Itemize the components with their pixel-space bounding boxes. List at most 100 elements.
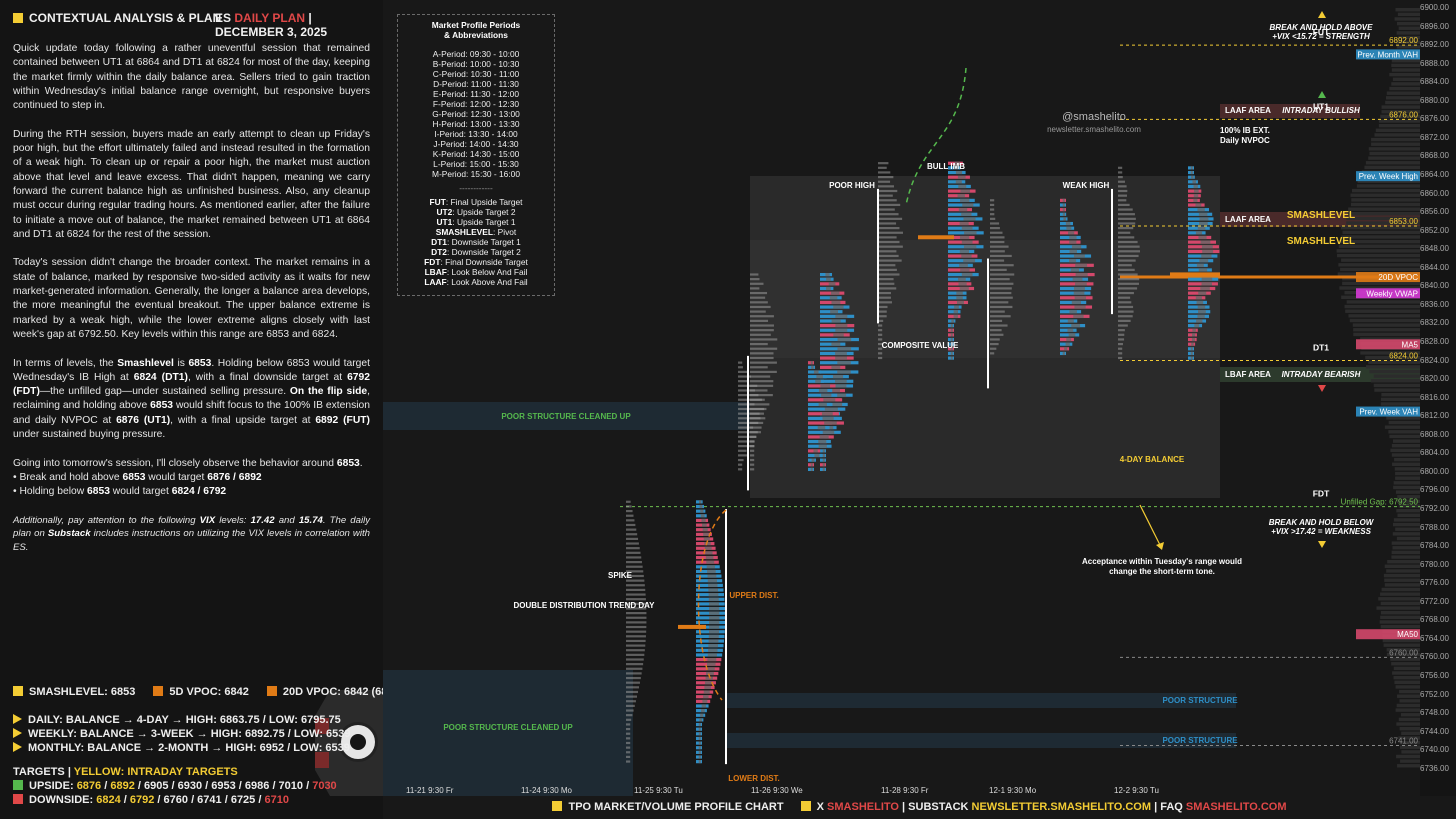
tpo-letters (878, 259, 902, 261)
faq-link[interactable]: SMASHELITO.COM (1186, 801, 1287, 813)
volume-profile-bar (1369, 147, 1420, 150)
tpo-bar-overlap (959, 264, 968, 267)
substack-label: SUBSTACK (908, 801, 968, 813)
tpo-letters (990, 334, 1003, 336)
tpo-bar-overlap (1066, 222, 1071, 225)
volume-profile-bar (1391, 662, 1420, 665)
y-tick-label: 6804.00 (1420, 448, 1456, 457)
arrow-head-icon (1156, 542, 1164, 550)
chart-annotation: POOR STRUCTURE CLEANED UP (501, 412, 631, 421)
level-name: SMASHLEVEL (1287, 210, 1355, 221)
tpo-letters (738, 371, 747, 373)
volume-profile-bar (1347, 300, 1420, 303)
abbrev-item: LAAF: Look Above And Fail (398, 277, 554, 287)
chart-annotation: change the short-term tone. (1109, 567, 1215, 576)
tpo-bar-overlap (951, 356, 953, 359)
tpo-bar-overlap (816, 375, 823, 378)
header: CONTEXTUAL ANALYSIS & PLAN ES DAILY PLAN… (13, 11, 373, 25)
tpo-letters (990, 255, 1012, 257)
tpo-letters (750, 375, 770, 377)
chart-annotation: WEAK HIGH (1063, 181, 1110, 190)
chart-annotation: +VIX >17.42 = WEAKNESS (1271, 527, 1371, 536)
level-label: 6853.00 (1389, 217, 1418, 226)
tpo-letters (738, 399, 762, 401)
tpo-bar-overlap (1063, 213, 1065, 216)
up-triangle-icon (1318, 91, 1326, 98)
tpo-bar-overlap (830, 310, 838, 313)
level-name: DT1 (1313, 343, 1329, 353)
tpo-letters (750, 306, 771, 308)
volume-profile-bar (1392, 68, 1420, 71)
tpo-bar-overlap (1196, 296, 1202, 299)
poc-marker (678, 625, 706, 629)
volume-profile-bar (1337, 249, 1420, 252)
volume-profile-bar (1396, 509, 1420, 512)
tpo-bar-overlap (960, 222, 969, 225)
tpo-bar-overlap (829, 282, 836, 285)
tpo-letters (1118, 338, 1124, 340)
volume-profile-bar (1382, 588, 1420, 591)
volume-profile-bar (1384, 643, 1420, 646)
y-tick-label: 6740.00 (1420, 745, 1456, 754)
tpo-bar-overlap (1076, 273, 1088, 276)
volume-profile-bar (1337, 254, 1420, 257)
tpo-bar-overlap (702, 523, 707, 526)
tpo-letters (738, 422, 763, 424)
tpo-bar-overlap (815, 380, 821, 383)
tpo-letters (1118, 255, 1139, 257)
volume-profile-bar (1393, 78, 1420, 81)
tpo-bar-overlap (1201, 241, 1211, 244)
tpo-letters (990, 199, 994, 201)
tpo-bar-overlap (960, 250, 969, 253)
tpo-bar-overlap (702, 704, 706, 707)
volume-profile-bar (1399, 27, 1420, 30)
tpo-letters (738, 389, 755, 391)
tpo-letters (1118, 348, 1122, 350)
symbol: ES (215, 11, 231, 25)
volume-profile-bar (1357, 184, 1420, 187)
volume-profile-bar (1348, 207, 1420, 210)
tpo-bar-overlap (1202, 245, 1213, 248)
tpo-bar-overlap (837, 361, 850, 364)
tpo-letters (738, 468, 742, 470)
tpo-bar-overlap (1191, 176, 1193, 179)
chart-annotation: LAAF AREA (1225, 106, 1271, 115)
substack-link[interactable]: NEWSLETTER.SMASHELITO.COM (972, 801, 1151, 813)
y-tick-label: 6764.00 (1420, 634, 1456, 643)
volume-profile-bar (1397, 22, 1420, 25)
tpo-letters (738, 459, 744, 461)
tpo-letters (878, 329, 882, 331)
levels-legend: SMASHLEVEL: 6853 5D VPOC: 6842 20D VPOC: 6… (13, 686, 373, 808)
volume-profile-bar (1392, 59, 1420, 62)
tpo-bar-overlap (1063, 352, 1065, 355)
tpo-letters (750, 334, 771, 336)
volume-profile-bar (1397, 514, 1420, 517)
tpo-bar-overlap (1072, 301, 1081, 304)
tpo-bar-overlap (1191, 347, 1193, 350)
tpo-letters (990, 232, 1002, 234)
y-tick-label: 6864.00 (1420, 170, 1456, 179)
tpo-letters (750, 292, 767, 294)
tpo-bar-overlap (1074, 292, 1085, 295)
chart-annotation: POOR HIGH (829, 181, 875, 190)
tpo-letters (1118, 287, 1137, 289)
volume-profile-bar (1394, 518, 1420, 521)
chart-annotation: LBAF AREA (1225, 370, 1271, 379)
x-handle-link[interactable]: SMASHELITO (827, 801, 899, 813)
tpo-letters (750, 380, 773, 382)
tpo-bar-overlap (811, 366, 813, 369)
volume-profile-bar (1385, 101, 1420, 104)
tpo-letters (750, 366, 768, 368)
volume-profile-bar (1369, 152, 1420, 155)
tpo-bar-overlap (1070, 250, 1077, 253)
tpo-bar-overlap (1200, 287, 1210, 290)
tpo-letters (990, 264, 1014, 266)
upside-targets: UPSIDE: 6876 / 6892 / 6905 / 6930 / 6953… (13, 780, 373, 794)
tpo-bar-overlap (833, 305, 843, 308)
volume-profile-bar (1341, 258, 1420, 261)
level-label: 6876.00 (1389, 110, 1418, 119)
y-tick-label: 6844.00 (1420, 263, 1456, 272)
tpo-letters (626, 654, 644, 656)
tpo-letters (626, 728, 630, 730)
tpo-bar-overlap (699, 746, 701, 749)
